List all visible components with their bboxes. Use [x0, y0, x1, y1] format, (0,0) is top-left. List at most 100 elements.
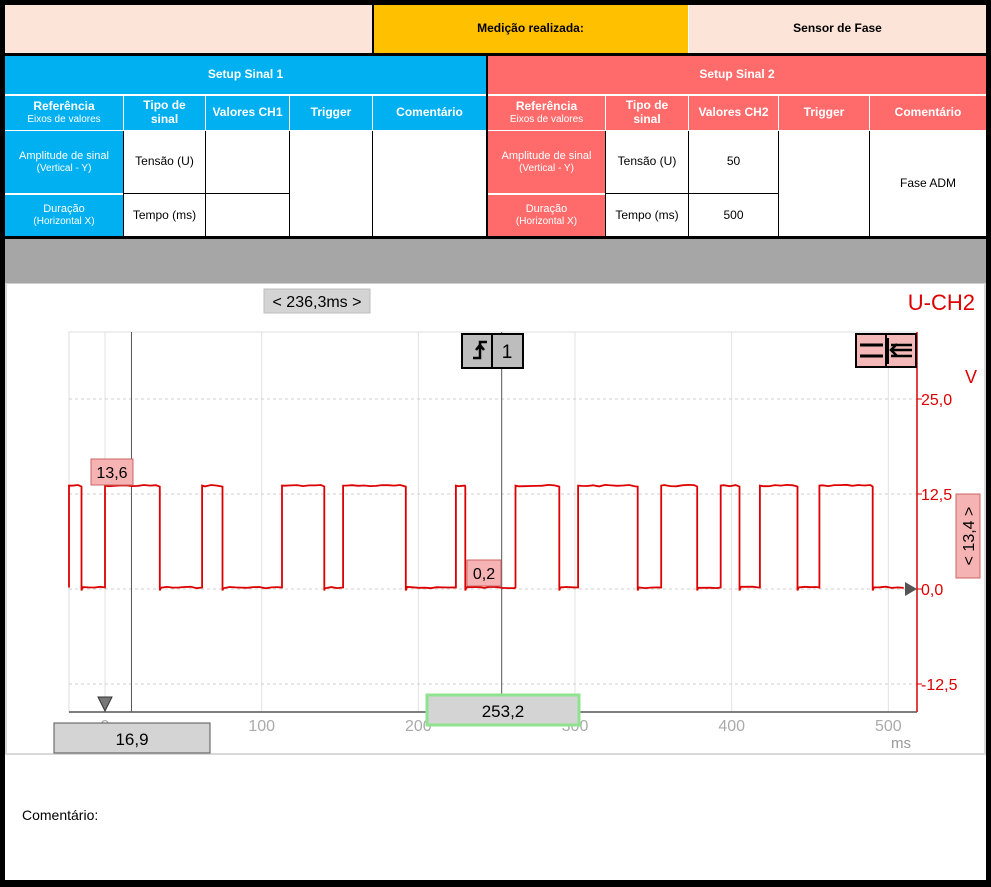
setup1-row-amplitude-label: Amplitude de sinal [19, 149, 109, 162]
setup1-row-amplitude-tipo: Tensão (U) [135, 154, 194, 169]
cursor-left-marker-icon[interactable] [97, 696, 113, 713]
separator [372, 96, 373, 130]
side-value-box[interactable] [955, 493, 981, 579]
grid-line [605, 193, 779, 194]
trigger-control[interactable]: 1 [461, 333, 524, 369]
border [0, 236, 991, 239]
scope-axes: 010020030040050025,012,50,0-12,5 [69, 332, 958, 735]
setup2-col-trigger: Trigger [779, 96, 869, 130]
setup2-comentario-value[interactable]: Fase ADM [899, 175, 956, 190]
measurement-label: Medição realizada: [373, 5, 688, 53]
border [0, 880, 991, 887]
setup1-trigger-value[interactable] [290, 131, 372, 236]
x-tick-label: 500 [875, 718, 902, 735]
border [486, 56, 488, 238]
scope-svg[interactable]: 010020030040050025,012,50,0-12,5 U-CH2 V… [7, 284, 984, 754]
comment-label: Comentário: [22, 807, 99, 823]
delta-box[interactable] [263, 288, 371, 314]
separator [869, 96, 870, 130]
grid-line [123, 193, 290, 194]
y-unit: V [965, 367, 977, 387]
setup2-col-tipo: Tipo de sinal [606, 96, 688, 130]
separator [123, 96, 124, 130]
y-tick-label: 25,0 [921, 392, 952, 409]
setup1-col-referencia-sub: Eixos de valores [27, 114, 101, 126]
separator [5, 193, 123, 195]
measurement-value: Sensor de Fase [689, 5, 986, 53]
separator [605, 96, 606, 130]
y-tick-label: 12,5 [921, 487, 952, 504]
setup2-col-valores: Valores CH2 [689, 96, 778, 130]
setup1-row-amplitude: Amplitude de sinal (Vertical - Y) [5, 131, 123, 193]
cursor-right-box[interactable] [425, 693, 581, 727]
separator [289, 96, 290, 130]
separator [488, 193, 605, 195]
y-tick-label: 0,0 [921, 582, 943, 599]
grid-line [205, 131, 206, 236]
marker-a-box [90, 458, 134, 486]
marker-a-label: 13,6 [96, 465, 127, 482]
gray-band [5, 239, 986, 283]
grid-line [778, 131, 779, 236]
setup2-col-comentario: Comentário [870, 96, 986, 130]
setup1-comentario-value[interactable] [373, 131, 486, 236]
setup2-col-referencia-sub: Eixos de valores [509, 114, 584, 126]
setup2-row-duracao: Duração (Horizontal X) [488, 195, 605, 236]
grid-line [869, 131, 870, 236]
border [0, 0, 991, 5]
setup2-col-referencia: Referência Eixos de valores [488, 96, 605, 130]
y-tick-label: -12,5 [921, 677, 958, 694]
arrow-left-icon [889, 343, 912, 358]
delta-label: < 236,3ms > [273, 294, 362, 311]
signal-trace [68, 483, 904, 591]
border [986, 0, 991, 887]
marker-b-label: 0,2 [473, 566, 495, 583]
x-tick-label: 100 [248, 718, 275, 735]
grid-line [123, 131, 124, 236]
trigger-edge-icon [473, 340, 487, 360]
setup2-row-duracao-valor[interactable]: 500 [723, 207, 744, 222]
setup2-row-duracao-label: Duração [525, 203, 568, 216]
setup2-row-amplitude-sub: (Vertical - Y) [519, 162, 574, 174]
setup1-row-duracao-tipo: Tempo (ms) [132, 207, 197, 222]
border [0, 53, 991, 56]
setup1-row-amplitude-valor[interactable] [206, 131, 289, 193]
plot-frame [68, 331, 918, 713]
marker-b-box [466, 559, 502, 587]
setup2-row-amplitude-valor[interactable]: 50 [726, 154, 741, 169]
grid-line [372, 131, 373, 236]
separator [778, 96, 779, 130]
zoom-button[interactable] [855, 333, 887, 368]
separator [688, 96, 689, 130]
setup1-col-comentario: Comentário [373, 96, 486, 130]
setup1-col-tipo: Tipo de sinal [124, 96, 205, 130]
cursor-left-value: 16,9 [115, 730, 148, 749]
x-tick-label: 200 [405, 718, 432, 735]
setup2-row-amplitude-tipo: Tensão (U) [617, 154, 677, 169]
grid-line [605, 131, 606, 236]
setup2-row-duracao-tipo: Tempo (ms) [615, 207, 679, 222]
separator [5, 94, 986, 96]
x-tick-label: 400 [718, 718, 745, 735]
grid-line [289, 131, 290, 236]
equal-lines-icon [860, 343, 883, 358]
grid-line [688, 131, 689, 236]
scope-buttons[interactable] [855, 333, 917, 368]
cursor-left-box[interactable] [53, 722, 211, 754]
separator [205, 96, 206, 130]
scope-trace [68, 483, 904, 591]
setup1-col-valores: Valores CH1 [206, 96, 289, 130]
border [372, 0, 374, 56]
setup2-trigger-value[interactable] [779, 131, 869, 236]
setup2-title: Setup Sinal 2 [488, 56, 986, 94]
scope-grid [68, 331, 918, 713]
setup2-row-amplitude-label: Amplitude de sinal [501, 149, 592, 162]
setup1-row-duracao: Duração (Horizontal X) [5, 195, 123, 236]
setup1-col-trigger: Trigger [290, 96, 372, 130]
setup2-col-referencia-label: Referência [515, 99, 578, 114]
setup1-row-amplitude-sub: (Vertical - Y) [36, 162, 92, 174]
scope-panel[interactable]: 010020030040050025,012,50,0-12,5 U-CH2 V… [5, 283, 986, 755]
border [0, 0, 5, 887]
setup1-title: Setup Sinal 1 [5, 56, 486, 94]
setup1-row-duracao-valor[interactable] [206, 195, 289, 236]
